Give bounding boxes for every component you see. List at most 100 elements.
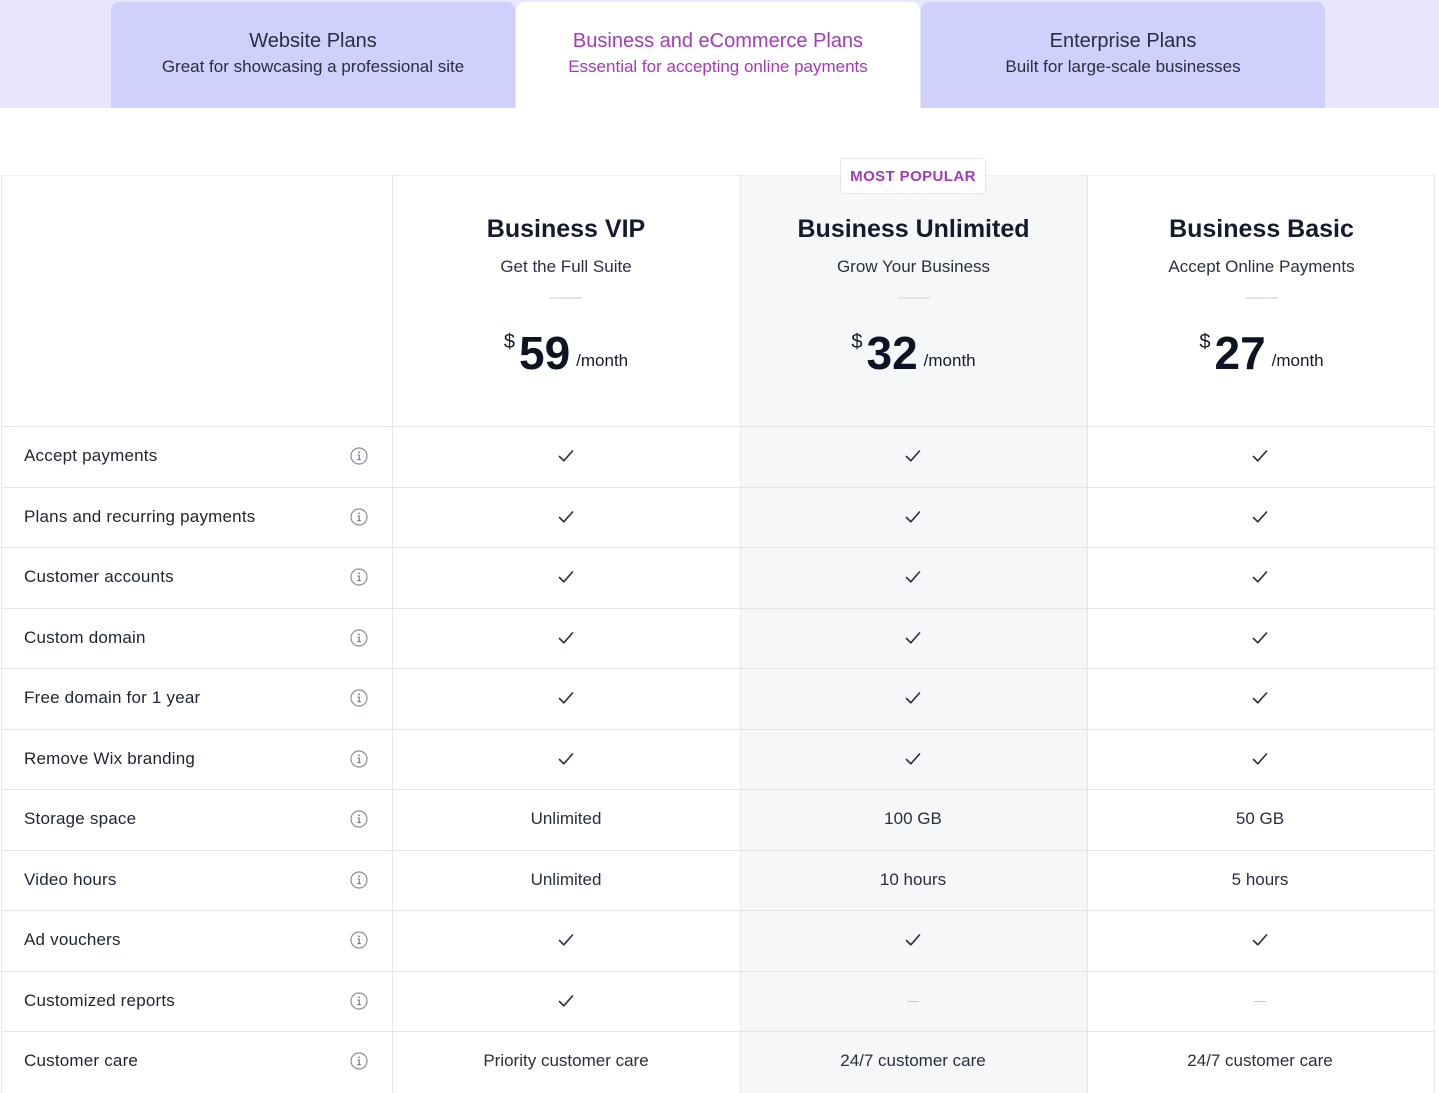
feature-value: 10 hours — [879, 870, 947, 889]
checkmark-icon — [393, 729, 739, 789]
plan-price: $ 59 /month — [504, 329, 628, 379]
info-icon[interactable] — [350, 871, 368, 889]
price-period: /month — [923, 351, 976, 370]
highlighted-plan-column — [740, 175, 1087, 1093]
feature-label: Storage space — [24, 809, 137, 828]
plan-divider — [550, 297, 582, 299]
info-icon[interactable] — [350, 689, 368, 707]
plan-name: Business Unlimited — [797, 215, 1030, 243]
row-divider — [1, 547, 1435, 548]
column-divider — [1, 175, 2, 1093]
tab-website-plans[interactable]: Website Plans Great for showcasing a pro… — [111, 2, 515, 108]
info-icon[interactable] — [350, 992, 368, 1010]
feature-label: Remove Wix branding — [24, 749, 196, 768]
checkmark-icon — [1087, 729, 1433, 789]
tab-business-ecommerce-plans[interactable]: Business and eCommerce Plans Essential f… — [516, 2, 920, 108]
dash-icon — [740, 971, 1086, 1031]
checkmark-icon — [1087, 910, 1433, 970]
feature-row: Customer care Priority customer care 24/7 … — [1, 1031, 1435, 1091]
checkmark-icon — [740, 547, 1086, 607]
feature-label: Customer care — [24, 1051, 139, 1070]
info-icon[interactable] — [350, 750, 368, 768]
price-amount: 27 — [1214, 327, 1266, 379]
checkmark-icon — [740, 487, 1086, 547]
feature-value: Unlimited — [530, 809, 602, 828]
row-divider — [1, 487, 1435, 488]
info-icon[interactable] — [350, 508, 368, 526]
price-period: /month — [1271, 351, 1324, 370]
checkmark-icon — [740, 668, 1086, 728]
checkmark-icon — [393, 426, 739, 486]
feature-row: Plans and recurring payments — [1, 487, 1435, 547]
tab-subtitle: Essential for accepting online payments — [568, 57, 868, 76]
feature-value: 50 GB — [1235, 809, 1285, 828]
price-amount: 59 — [518, 327, 571, 379]
checkmark-icon — [1087, 487, 1433, 547]
price-amount: 32 — [866, 327, 918, 379]
checkmark-icon — [1087, 668, 1433, 728]
column-divider — [392, 175, 393, 1093]
plan-price: $ 32 /month — [851, 329, 975, 379]
feature-value: 24/7 customer care — [1187, 1051, 1333, 1070]
feature-label: Video hours — [24, 870, 117, 889]
most-popular-badge: MOST POPULAR — [840, 158, 986, 194]
row-divider — [1, 789, 1435, 790]
checkmark-icon — [1087, 426, 1433, 486]
column-divider — [1087, 175, 1088, 1093]
tab-title: Business and eCommerce Plans — [572, 30, 864, 52]
feature-row: Storage space Unlimited 100 GB 50 GB — [1, 789, 1435, 849]
price-currency: $ — [503, 331, 515, 353]
plan-divider — [897, 297, 930, 299]
row-divider — [1, 668, 1435, 669]
row-divider — [1, 910, 1435, 911]
row-divider — [1, 608, 1435, 609]
feature-label: Customized reports — [24, 991, 175, 1010]
price-currency: $ — [851, 331, 863, 353]
info-icon[interactable] — [350, 629, 368, 647]
checkmark-icon — [393, 487, 739, 547]
feature-value: 5 hours — [1231, 870, 1289, 889]
price-currency: $ — [1199, 331, 1211, 353]
plan-name: Business VIP — [486, 215, 646, 243]
column-divider — [740, 175, 741, 1093]
info-icon[interactable] — [350, 568, 368, 586]
row-divider — [1, 850, 1435, 851]
checkmark-icon — [740, 608, 1086, 668]
row-divider — [1, 729, 1435, 730]
feature-label: Plans and recurring payments — [24, 507, 256, 526]
feature-row: Ad vouchers — [1, 910, 1435, 970]
feature-row: Customized reports — [1, 971, 1435, 1031]
checkmark-icon — [1087, 547, 1433, 607]
feature-row: Custom domain — [1, 608, 1435, 668]
info-icon[interactable] — [350, 931, 368, 949]
feature-label: Free domain for 1 year — [24, 688, 201, 707]
plan-subtitle: Accept Online Payments — [1168, 257, 1355, 276]
checkmark-icon — [740, 426, 1086, 486]
plan-name: Business Basic — [1169, 215, 1354, 243]
plan-subtitle: Grow Your Business — [836, 257, 991, 276]
info-icon[interactable] — [350, 810, 368, 828]
column-divider — [1434, 175, 1435, 1093]
feature-value: 100 GB — [884, 809, 942, 828]
checkmark-icon — [393, 971, 739, 1031]
feature-value: 24/7 customer care — [840, 1051, 986, 1070]
row-divider — [1, 971, 1435, 972]
tab-title: Website Plans — [249, 30, 377, 52]
checkmark-icon — [393, 910, 739, 970]
feature-label: Ad vouchers — [24, 930, 121, 949]
feature-row: Remove Wix branding — [1, 729, 1435, 789]
tab-enterprise-plans[interactable]: Enterprise Plans Built for large-scale b… — [921, 2, 1325, 108]
plan-header-business-vip: Business VIP Get the Full Suite $ 59 /mo… — [393, 175, 739, 426]
feature-label: Accept payments — [24, 446, 158, 465]
feature-value: Unlimited — [530, 870, 602, 889]
checkmark-icon — [1087, 608, 1433, 668]
feature-row: Customer accounts — [1, 547, 1435, 607]
price-period: /month — [576, 351, 629, 370]
info-icon[interactable] — [350, 447, 368, 465]
checkmark-icon — [740, 729, 1086, 789]
plan-header-business-unlimited: Business Unlimited Grow Your Business $ … — [740, 175, 1087, 426]
plan-price: $ 27 /month — [1199, 329, 1323, 379]
feature-value: Priority customer care — [483, 1051, 649, 1070]
plan-divider — [1245, 297, 1278, 299]
info-icon[interactable] — [350, 1052, 368, 1070]
